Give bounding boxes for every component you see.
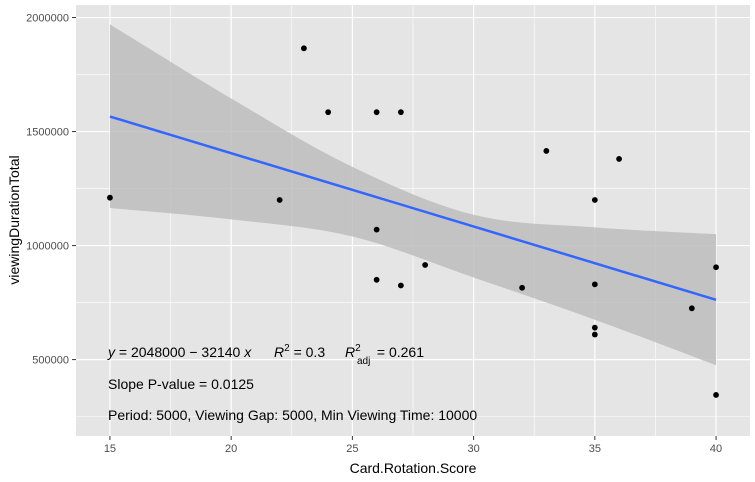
y-tick-label: 2000000 <box>26 13 69 25</box>
data-point <box>543 148 550 154</box>
slope-p-value: Slope P-value = 0.0125 <box>108 376 254 392</box>
x-tick-label: 25 <box>346 443 358 455</box>
data-point <box>688 305 695 312</box>
x-axis-title: Card.Rotation.Score <box>350 460 477 476</box>
equation-y-var: y <box>107 344 116 360</box>
data-point <box>713 392 719 398</box>
data-point <box>325 109 332 116</box>
data-point <box>591 324 598 331</box>
radj-symbol: R <box>345 344 355 360</box>
data-point <box>397 109 404 116</box>
data-point <box>373 226 380 233</box>
confidence-band <box>109 24 717 366</box>
regression-line <box>109 115 717 302</box>
y-axis-ticks: 500000 1000000 1500000 2000000 <box>26 13 76 367</box>
data-point <box>373 109 380 116</box>
data-point <box>300 45 307 52</box>
x-axis-ticks: 15 20 25 30 35 40 <box>104 436 722 455</box>
y-tick-label: 1500000 <box>26 127 69 139</box>
r2-exponent: 2 <box>284 343 290 354</box>
data-point <box>107 194 113 201</box>
radj-value: = 0.261 <box>373 344 424 360</box>
data-points <box>107 45 719 398</box>
data-point <box>591 197 598 203</box>
x-tick-label: 30 <box>467 443 479 455</box>
equation-x-var: x <box>243 344 252 360</box>
y-tick-label: 500000 <box>32 355 69 367</box>
regression-equation: y = 2048000 − 32140 x <box>107 344 252 360</box>
data-point <box>713 264 719 271</box>
r2-symbol: R <box>274 344 284 360</box>
r2-value: = 0.3 <box>290 344 326 360</box>
r-squared: R2 = 0.3 <box>274 343 325 360</box>
equation-rhs: = 2048000 − 32140 <box>115 344 244 360</box>
data-point <box>397 282 404 289</box>
data-point <box>519 284 526 291</box>
data-point <box>591 331 598 338</box>
data-point <box>591 281 598 288</box>
data-point <box>373 276 380 283</box>
data-point <box>276 197 283 203</box>
radj-exponent: 2 <box>355 343 361 354</box>
y-axis-title: viewingDurationTotal <box>6 155 22 284</box>
r-squared-adjusted: R2 adj = 0.261 <box>345 343 424 367</box>
period-annotation: Period: 5000, Viewing Gap: 5000, Min Vie… <box>108 407 477 423</box>
x-tick-label: 35 <box>589 443 601 455</box>
data-point <box>422 262 429 268</box>
x-tick-label: 40 <box>710 443 722 455</box>
y-tick-label: 1000000 <box>26 241 69 253</box>
x-tick-label: 20 <box>225 443 237 455</box>
x-tick-label: 15 <box>104 443 116 455</box>
data-point <box>616 156 622 162</box>
radj-subscript: adj <box>357 356 370 367</box>
